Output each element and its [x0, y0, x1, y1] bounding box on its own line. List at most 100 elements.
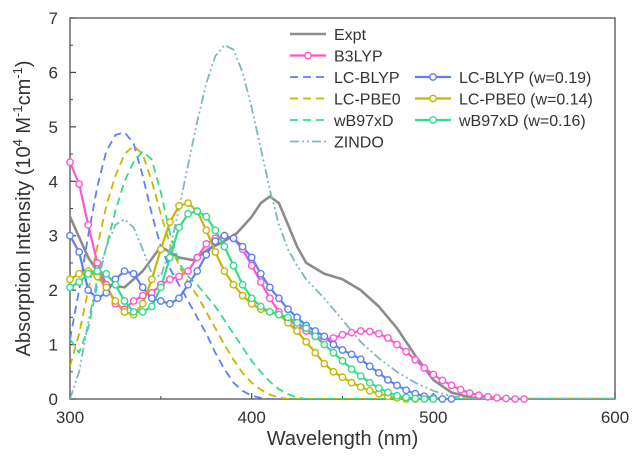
data-point-lc-blyp-w-0-19	[211, 237, 220, 246]
data-point-wb97xd-w-0-16	[120, 297, 129, 305]
data-point-lc-pbe0-w-0-14	[184, 199, 193, 208]
data-point-wb97xd-w-0-16	[220, 242, 229, 251]
series-line-lc-pbe0	[70, 145, 615, 399]
data-point-wb97xd-w-0-16	[193, 207, 202, 216]
data-point-lc-blyp-w-0-19	[175, 294, 183, 303]
data-point-lc-blyp-w-0-19	[229, 234, 238, 243]
data-point-b3lyp	[93, 258, 102, 267]
data-point-lc-pbe0-w-0-14	[165, 218, 174, 227]
legend: Expt B3LYP LC-BLYP LC-BLYP (w=0.19) LC-PBE0 L…	[290, 27, 593, 152]
data-point-lc-pbe0-w-0-14	[175, 201, 183, 210]
y-axis-title-part: )	[13, 60, 35, 67]
data-point-wb97xd-w-0-16	[402, 393, 410, 402]
data-point-b3lyp	[84, 220, 93, 229]
data-point-wb97xd-w-0-16	[365, 378, 374, 387]
data-point-b3lyp	[365, 327, 374, 336]
data-point-wb97xd-w-0-16	[383, 388, 392, 397]
data-point-lc-pbe0-w-0-14	[220, 267, 229, 275]
data-point-b3lyp	[429, 370, 438, 379]
data-point-b3lyp	[465, 389, 474, 397]
data-point-lc-blyp-w-0-19	[120, 267, 129, 275]
data-point-lc-pbe0-w-0-14	[229, 280, 238, 289]
data-point-b3lyp	[338, 330, 347, 339]
data-point-b3lyp	[329, 334, 338, 342]
data-point-wb97xd-w-0-16	[111, 280, 120, 289]
legend-marker-lc-pbe0-w-0-14	[429, 94, 437, 103]
legend-label-lc-blyp-w-0-19: LC-BLYP (w=0.19)	[459, 70, 591, 87]
data-point-lc-blyp-w-0-19	[393, 381, 401, 390]
data-point-b3lyp	[256, 278, 265, 286]
data-point-b3lyp	[511, 395, 519, 403]
data-point-lc-pbe0-w-0-14	[75, 269, 84, 278]
legend-item-lc-pbe0-w-0-14: LC-PBE0 (w=0.14)	[415, 92, 593, 109]
data-point-lc-pbe0-w-0-14	[156, 245, 165, 254]
y-axis-title-part: cm	[13, 79, 35, 106]
data-point-wb97xd-w-0-16	[184, 209, 193, 218]
data-point-wb97xd-w-0-16	[347, 365, 356, 373]
y-axis-title-part: -1	[10, 105, 25, 117]
data-point-b3lyp	[402, 347, 410, 356]
data-point-lc-pbe0-w-0-14	[120, 307, 129, 316]
data-point-wb97xd-w-0-16	[138, 307, 147, 316]
data-point-wb97xd-w-0-16	[356, 372, 365, 380]
data-point-b3lyp	[247, 261, 256, 270]
data-point-lc-blyp-w-0-19	[184, 280, 193, 289]
data-point-lc-pbe0-w-0-14	[329, 367, 338, 376]
data-point-lc-blyp-w-0-19	[338, 346, 347, 354]
data-point-lc-blyp-w-0-19	[247, 253, 256, 262]
data-point-b3lyp	[184, 267, 193, 275]
data-point-wb97xd-w-0-16	[211, 226, 220, 235]
data-point-lc-pbe0-w-0-14	[311, 348, 320, 357]
data-point-lc-pbe0-w-0-14	[147, 275, 156, 284]
y-tick-label: 1	[49, 336, 58, 355]
data-point-lc-blyp-w-0-19	[265, 283, 274, 292]
data-point-wb97xd-w-0-16	[338, 356, 347, 365]
data-point-b3lyp	[502, 394, 510, 403]
data-point-wb97xd-w-0-16	[274, 310, 283, 319]
data-point-wb97xd-w-0-16	[238, 280, 247, 289]
data-point-b3lyp	[520, 395, 529, 403]
data-point-lc-blyp-w-0-19	[75, 248, 84, 256]
data-point-lc-pbe0-w-0-14	[365, 386, 374, 395]
legend-item-b3lyp: B3LYP	[290, 49, 383, 66]
data-point-wb97xd-w-0-16	[429, 395, 438, 403]
x-tick-label: 500	[419, 408, 447, 427]
data-point-b3lyp	[356, 327, 365, 335]
data-point-b3lyp	[175, 272, 183, 281]
data-point-b3lyp	[492, 393, 501, 402]
data-point-wb97xd-w-0-16	[66, 283, 74, 292]
data-point-lc-blyp-w-0-19	[347, 350, 356, 359]
data-point-lc-blyp-w-0-19	[438, 395, 447, 403]
y-axis-title-part: Absorption Intensity (10	[13, 146, 35, 356]
data-point-lc-pbe0-w-0-14	[293, 327, 301, 335]
y-tick-label: 3	[49, 227, 58, 246]
data-point-wb97xd-w-0-16	[329, 348, 338, 357]
legend-label-expt: Expt	[334, 27, 367, 44]
data-point-wb97xd-w-0-16	[256, 302, 265, 311]
data-point-wb97xd-w-0-16	[311, 332, 320, 341]
legend-label-wb97xd: wB97xD	[333, 113, 394, 130]
series-line-wb97xd	[70, 150, 615, 399]
data-point-b3lyp	[193, 253, 202, 262]
data-point-lc-pbe0-w-0-14	[302, 337, 311, 346]
data-point-wb97xd-w-0-16	[293, 318, 301, 327]
data-point-wb97xd-w-0-16	[165, 253, 174, 262]
data-point-b3lyp	[66, 158, 74, 167]
data-point-lc-pbe0-w-0-14	[102, 283, 111, 292]
data-point-wb97xd-w-0-16	[202, 212, 211, 221]
data-point-wb97xd-w-0-16	[420, 395, 429, 403]
data-point-wb97xd-w-0-16	[393, 391, 401, 400]
data-point-lc-pbe0-w-0-14	[111, 297, 120, 305]
legend-label-lc-blyp: LC-BLYP	[334, 70, 400, 87]
data-point-lc-blyp-w-0-19	[447, 395, 456, 403]
legend-item-wb97xd: wB97xD	[290, 113, 394, 130]
legend-item-expt: Expt	[290, 27, 367, 44]
legend-marker-lc-blyp-w-0-19	[429, 73, 437, 81]
legend-label-lc-pbe0-w-0-14: LC-PBE0 (w=0.14)	[459, 92, 593, 109]
data-point-wb97xd-w-0-16	[75, 278, 84, 286]
legend-label-b3lyp: B3LYP	[334, 49, 383, 66]
data-point-b3lyp	[129, 297, 138, 305]
data-point-lc-pbe0-w-0-14	[66, 275, 74, 284]
series-line-lc-blyp-w-0-19	[70, 234, 452, 399]
